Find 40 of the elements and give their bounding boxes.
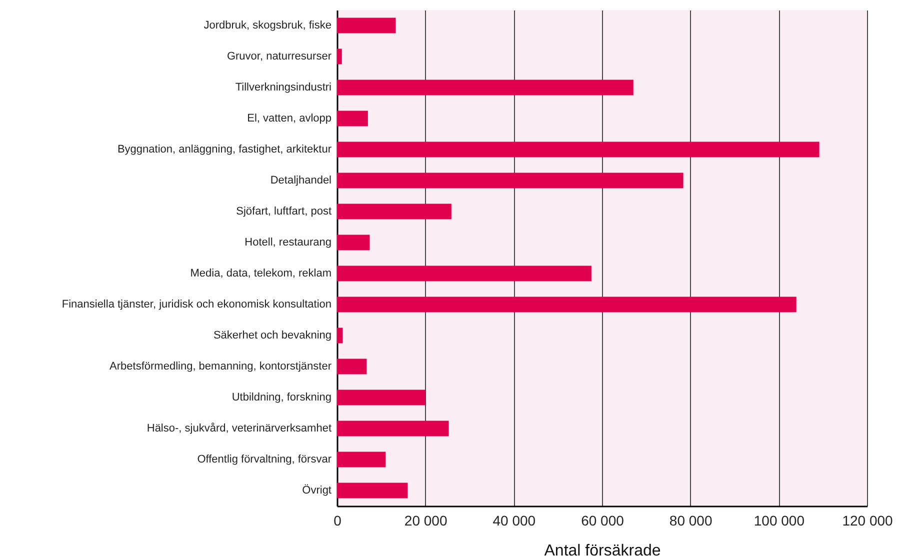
x-tick-label: 40 000	[492, 512, 536, 528]
y-tick-label: Säkerhet och bevakning	[213, 330, 332, 342]
y-tick-label: Sjöfart, luftfart, post	[236, 206, 332, 218]
y-tick-label: Detaljhandel	[270, 174, 332, 186]
bar	[337, 204, 452, 220]
y-tick-label: Byggnation, anläggning, fastighet, arkitektur	[117, 144, 332, 156]
bar	[337, 142, 820, 158]
bar	[337, 358, 367, 374]
y-tick-label: Utbildning, forskning	[232, 392, 332, 404]
x-tick-label: 0	[334, 512, 342, 528]
bar	[337, 234, 370, 250]
bar	[337, 452, 386, 468]
y-tick-label: Finansiella tjänster, juridisk och ekonomisk konsultation	[62, 298, 332, 310]
y-tick-label: Tillverkningsindustri	[235, 82, 332, 94]
y-tick-label: Hälso-, sjukvård, veterinärverksamhet	[146, 422, 332, 434]
x-tick-label: 60 000	[581, 512, 624, 528]
bar	[337, 296, 796, 312]
y-tick-label: Övrigt	[302, 484, 332, 496]
bar	[337, 18, 396, 34]
bar	[337, 110, 368, 126]
x-tick-label: 20 000	[404, 512, 448, 528]
bar	[337, 48, 342, 64]
y-tick-label: Gruvor, naturresurser	[226, 50, 332, 62]
x-tick-label: 100 000	[754, 512, 805, 528]
x-tick-label: 120 000	[842, 512, 894, 528]
bar	[337, 172, 684, 188]
bar	[337, 420, 449, 436]
y-tick-label: Jordbruk, skogsbruk, fiske	[204, 20, 332, 32]
y-tick-label: Offentlig förvaltning, försvar	[197, 454, 332, 466]
y-tick-label: Media, data, telekom, reklam	[190, 268, 332, 280]
bar	[337, 266, 592, 282]
x-axis-title: Antal försäkrade	[544, 542, 661, 560]
bar	[337, 390, 426, 406]
y-tick-label: Hotell, restaurang	[244, 236, 332, 248]
y-tick-label: El, vatten, avlopp	[247, 112, 332, 124]
bar	[337, 482, 408, 498]
y-tick-label: Arbetsförmedling, bemanning, kontorstjänster	[110, 360, 332, 372]
bar	[337, 328, 343, 344]
bar	[337, 80, 634, 96]
x-tick-label: 80 000	[669, 512, 712, 528]
